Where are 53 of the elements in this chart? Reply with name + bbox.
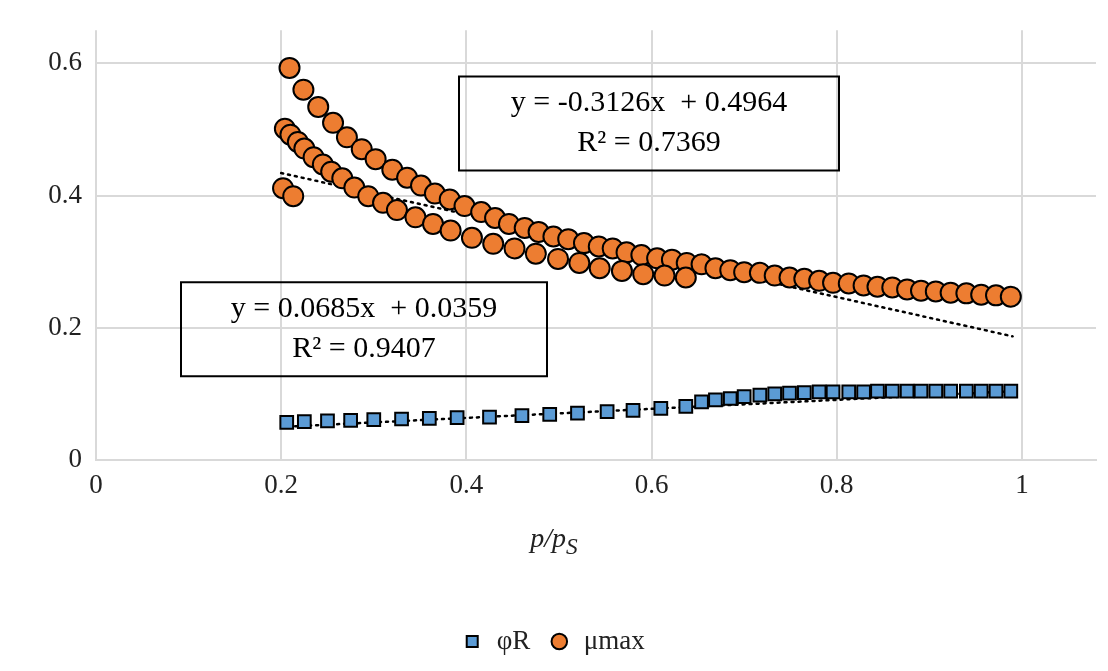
point bbox=[870, 383, 885, 399]
annotation: y = 0.0685x + 0.0359 R² = 0.9407 bbox=[230, 290, 498, 364]
point bbox=[899, 383, 915, 399]
point bbox=[782, 385, 797, 401]
point bbox=[279, 414, 295, 430]
point bbox=[296, 414, 312, 430]
point bbox=[796, 385, 812, 400]
x-tick-label: 0.8 bbox=[819, 469, 854, 500]
point bbox=[825, 384, 841, 400]
y-tick-label: 0 bbox=[68, 443, 82, 474]
x-axis-title: p/p$_{S}$ bbox=[527, 522, 579, 560]
point bbox=[514, 408, 530, 424]
point bbox=[736, 389, 752, 404]
y-tick-label: 0.2 bbox=[48, 310, 82, 341]
x-tick-label: 0 bbox=[89, 469, 103, 500]
point bbox=[449, 410, 465, 426]
point bbox=[320, 413, 335, 429]
point bbox=[482, 409, 497, 425]
point bbox=[913, 383, 929, 399]
point bbox=[722, 391, 738, 406]
point bbox=[856, 384, 871, 400]
point bbox=[394, 411, 409, 427]
y-tick-label: 0.4 bbox=[48, 178, 83, 209]
point bbox=[542, 407, 558, 422]
point bbox=[959, 383, 974, 399]
annotation: y = -0.3126x + 0.4964 R² = 0.7369 bbox=[510, 84, 788, 158]
point bbox=[599, 404, 615, 420]
point bbox=[943, 383, 958, 399]
point bbox=[366, 412, 382, 428]
legend-label: φR bbox=[496, 624, 531, 655]
y-tick-label: 0.6 bbox=[48, 46, 82, 77]
point bbox=[928, 383, 944, 399]
point bbox=[653, 401, 669, 416]
point bbox=[884, 383, 900, 399]
point bbox=[767, 386, 783, 402]
point bbox=[1003, 383, 1019, 399]
x-tick-label: 0.4 bbox=[449, 469, 484, 500]
point bbox=[841, 384, 857, 400]
point bbox=[752, 387, 768, 403]
x-tick-label: 0.6 bbox=[634, 469, 669, 500]
point bbox=[694, 394, 709, 410]
point bbox=[625, 403, 641, 418]
x-tick-label: 1 bbox=[1015, 469, 1029, 500]
point bbox=[343, 412, 358, 428]
point bbox=[708, 392, 723, 408]
point bbox=[973, 383, 989, 399]
point bbox=[678, 399, 694, 414]
point bbox=[570, 405, 585, 421]
x-tick-label: 0.2 bbox=[264, 469, 299, 500]
legend-label: μmax bbox=[583, 624, 646, 655]
point bbox=[988, 383, 1004, 399]
point bbox=[811, 384, 827, 400]
point bbox=[421, 410, 437, 426]
